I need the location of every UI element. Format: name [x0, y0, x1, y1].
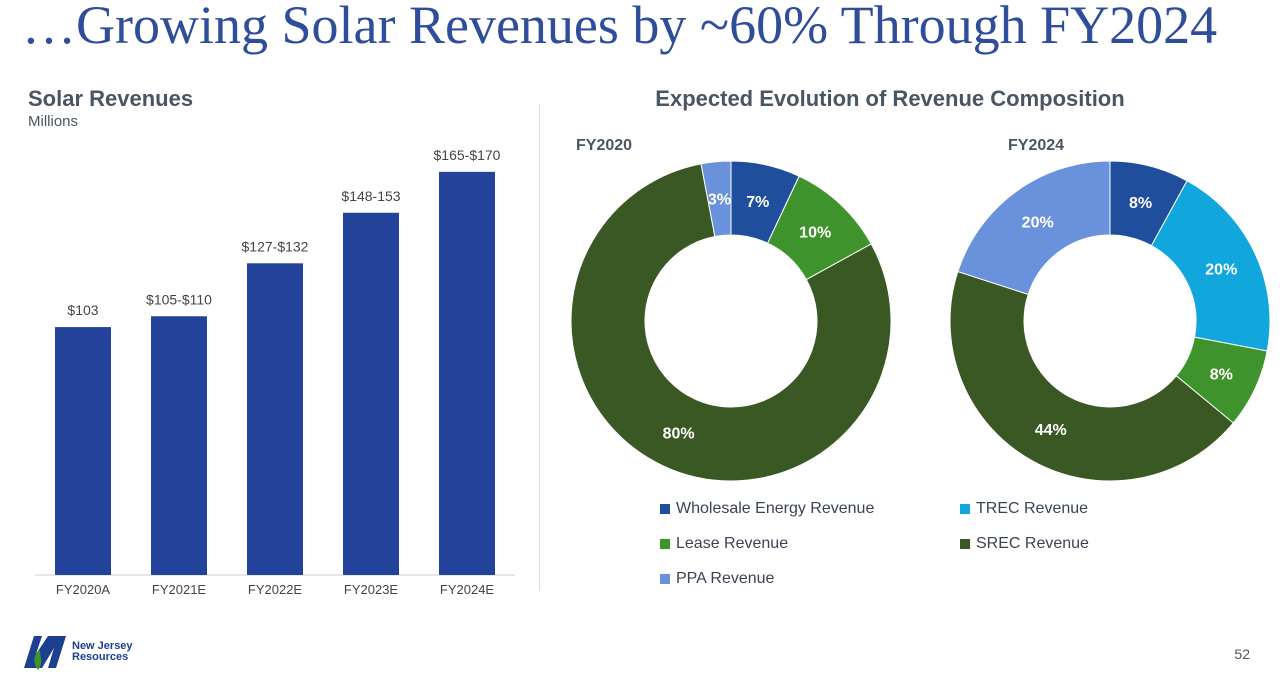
legend-item-trec: TREC Revenue	[960, 500, 1088, 518]
x-tick-label: FY2022E	[248, 582, 303, 597]
bar-data-label: $148-153	[341, 188, 400, 204]
company-logo: New Jersey Resources	[22, 632, 133, 672]
donut-slice-label: 7%	[746, 194, 769, 211]
bar-chart-subtitle: Millions	[28, 113, 79, 130]
legend-label: SREC Revenue	[976, 535, 1089, 552]
panel-divider	[539, 104, 540, 591]
donut-slice-label: 20%	[1022, 214, 1054, 231]
page-number: 52	[1234, 646, 1250, 662]
logo-line2: Resources	[72, 651, 129, 663]
bar-FY2023E	[343, 212, 399, 575]
donut-slice-label: 44%	[1035, 422, 1067, 439]
bar-FY2024E	[439, 171, 495, 575]
donut-slice-label: 10%	[799, 224, 831, 241]
x-tick-label: FY2024E	[440, 582, 495, 597]
donut-slice-srec	[570, 163, 892, 482]
slide-title: …Growing Solar Revenues by ~60% Through …	[22, 0, 1218, 55]
donut-slice-label: 8%	[1129, 195, 1152, 212]
legend-swatch	[660, 574, 670, 584]
donut-slice-label: 80%	[663, 425, 695, 442]
bar-data-label: $105-$110	[146, 291, 212, 307]
donut-slice-label: 3%	[708, 192, 731, 209]
composition-title: Expected Evolution of Revenue Compositio…	[655, 86, 1125, 111]
njr-logo-icon	[24, 636, 66, 670]
legend-item-srec: SREC Revenue	[960, 535, 1089, 553]
x-tick-label: FY2020A	[56, 582, 111, 597]
bar-chart-title: Solar Revenues	[28, 86, 194, 111]
donut-slice-label: 8%	[1210, 366, 1233, 383]
bar-FY2020A	[55, 327, 111, 575]
legend-swatch	[960, 504, 970, 514]
donut-slice-trec	[1150, 180, 1271, 352]
bar-FY2021E	[151, 316, 207, 575]
x-tick-label: FY2021E	[152, 582, 207, 597]
donut-slice-label: 20%	[1205, 262, 1237, 279]
donut-slice-ppa	[957, 160, 1111, 296]
legend-label: Wholesale Energy Revenue	[676, 500, 875, 517]
fy2024-donut-label: FY2024	[1008, 137, 1065, 154]
donut-slice-srec	[949, 270, 1234, 482]
legend-swatch	[660, 504, 670, 514]
bar-data-label: $103	[67, 302, 98, 318]
logo-line1: New Jersey	[72, 640, 133, 652]
legend-swatch	[960, 539, 970, 549]
legend-item-wholesale: Wholesale Energy Revenue	[660, 500, 874, 518]
x-tick-label: FY2023E	[344, 582, 399, 597]
legend-label: PPA Revenue	[676, 570, 775, 587]
legend-label: TREC Revenue	[976, 500, 1089, 517]
bar-data-label: $127-$132	[242, 238, 309, 254]
legend-label: Lease Revenue	[676, 535, 789, 552]
bar-FY2022E	[247, 263, 303, 575]
legend-item-lease: Lease Revenue	[660, 535, 788, 553]
legend-swatch	[660, 539, 670, 549]
solar-revenues-bar-chart: $103 FY2020A $105-$110 FY2021E $127-$132 FY20…	[35, 147, 515, 597]
legend-item-ppa: PPA Revenue	[660, 570, 774, 588]
fy2020-donut-label: FY2020	[576, 137, 633, 154]
donut-slice-ppa	[700, 160, 732, 238]
bar-data-label: $165-$170	[434, 147, 501, 163]
